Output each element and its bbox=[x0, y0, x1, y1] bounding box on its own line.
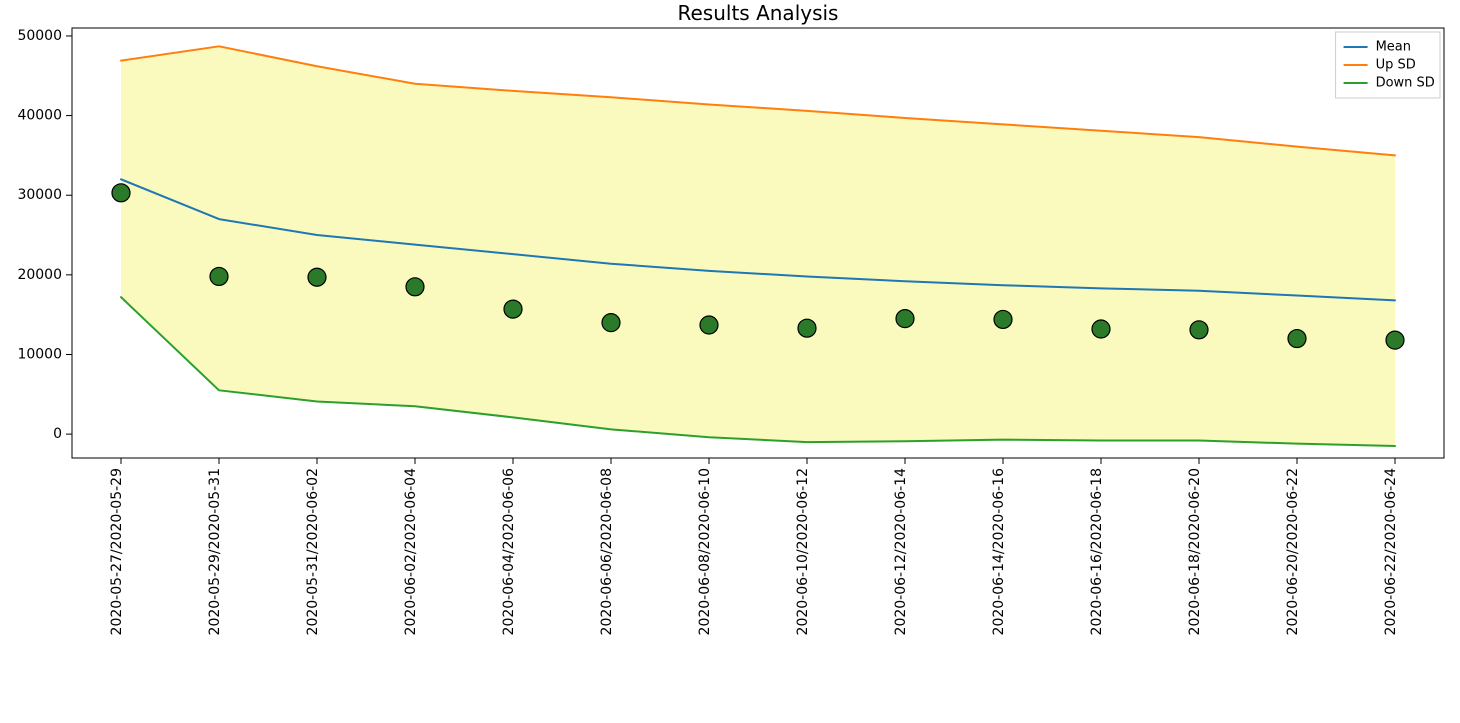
data-point bbox=[602, 314, 620, 332]
x-tick-label: 2020-06-16/2020-06-18 bbox=[1089, 468, 1105, 635]
y-tick-label: 40000 bbox=[17, 108, 62, 124]
x-tick-label: 2020-06-18/2020-06-20 bbox=[1187, 468, 1203, 635]
chart-title: Results Analysis bbox=[678, 1, 839, 25]
data-point bbox=[112, 184, 130, 202]
data-point bbox=[1288, 330, 1306, 348]
legend-label: Down SD bbox=[1376, 76, 1435, 91]
x-ticks-group: 2020-05-27/2020-05-29 2020-05-29/2020-05-… bbox=[109, 458, 1399, 635]
legend-label: Mean bbox=[1376, 40, 1411, 55]
y-tick-label: 20000 bbox=[17, 267, 62, 283]
x-tick-label: 2020-05-31/2020-06-02 bbox=[305, 468, 321, 635]
results-analysis-chart: Results Analysis 0 10000 20000 30000 40000 50… bbox=[0, 0, 1460, 723]
x-tick-label: 2020-06-06/2020-06-08 bbox=[599, 468, 615, 635]
x-tick-label: 2020-06-22/2020-06-24 bbox=[1383, 468, 1399, 636]
data-point bbox=[1190, 321, 1208, 339]
data-point bbox=[798, 319, 816, 337]
y-tick-label: 30000 bbox=[17, 187, 62, 203]
x-tick-label: 2020-06-04/2020-06-06 bbox=[501, 468, 517, 636]
y-tick-label: 0 bbox=[53, 426, 62, 442]
data-point bbox=[1092, 320, 1110, 338]
x-tick-label: 2020-06-20/2020-06-22 bbox=[1285, 468, 1301, 635]
data-point bbox=[504, 300, 522, 318]
x-tick-label: 2020-05-27/2020-05-29 bbox=[109, 468, 125, 635]
data-point bbox=[210, 267, 228, 285]
data-point bbox=[1386, 331, 1404, 349]
data-point bbox=[700, 316, 718, 334]
data-point bbox=[308, 268, 326, 286]
x-tick-label: 2020-06-10/2020-06-12 bbox=[795, 468, 811, 635]
x-tick-label: 2020-06-12/2020-06-14 bbox=[893, 468, 909, 636]
y-ticks-group: 0 10000 20000 30000 40000 50000 bbox=[17, 28, 72, 442]
data-point bbox=[406, 278, 424, 296]
x-tick-label: 2020-06-02/2020-06-04 bbox=[403, 468, 419, 636]
legend-label: Up SD bbox=[1376, 58, 1416, 73]
x-tick-label: 2020-06-08/2020-06-10 bbox=[697, 468, 713, 635]
data-point bbox=[896, 310, 914, 328]
y-tick-label: 10000 bbox=[17, 346, 62, 362]
y-tick-label: 50000 bbox=[17, 28, 62, 44]
x-tick-label: 2020-06-14/2020-06-16 bbox=[991, 468, 1007, 636]
legend: Mean Up SD Down SD bbox=[1336, 32, 1440, 98]
x-tick-label: 2020-05-29/2020-05-31 bbox=[207, 468, 223, 635]
data-point bbox=[994, 310, 1012, 328]
